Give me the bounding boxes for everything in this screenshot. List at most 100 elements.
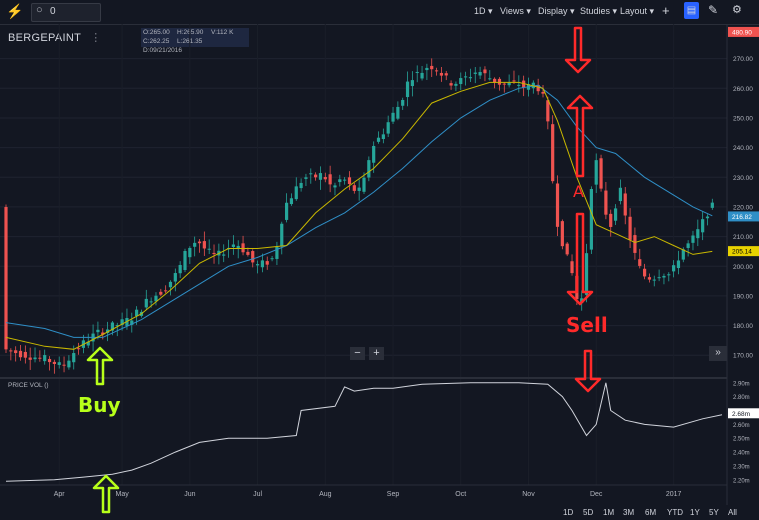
add-icon[interactable]: + <box>662 3 670 18</box>
search-input[interactable]: 0 <box>50 6 56 17</box>
range-button-6m[interactable]: 6M <box>645 508 657 517</box>
candle-body <box>62 364 66 366</box>
candle-body <box>255 264 260 266</box>
candle-body <box>507 82 511 86</box>
range-button-all[interactable]: All <box>728 508 737 517</box>
candle-body <box>318 173 323 180</box>
crosshair-icon[interactable]: ▤ <box>684 2 699 19</box>
candle-body <box>323 177 327 180</box>
candle-body <box>701 219 705 233</box>
interval-menu[interactable]: 1D ▾ <box>474 6 493 16</box>
candle-body <box>362 177 366 192</box>
candle-body <box>652 279 656 281</box>
candle-body <box>667 274 671 276</box>
candle-body <box>381 134 385 140</box>
time-tick-label: May <box>115 491 129 498</box>
candle-body <box>110 322 115 331</box>
views-menu[interactable]: Views ▾ <box>500 6 531 16</box>
candle-body <box>299 182 303 189</box>
candle-body <box>662 275 666 278</box>
candle-body <box>67 360 71 368</box>
volume-tick-label: 2.50m <box>733 437 750 443</box>
settings-icon[interactable]: ⚙ <box>732 4 742 16</box>
studies-menu[interactable]: Studies ▾ <box>580 6 618 16</box>
candle-body <box>154 295 158 302</box>
candle-body <box>493 78 497 83</box>
symbol-search[interactable]: ○ 0 <box>31 3 101 22</box>
range-button-5d[interactable]: 5D <box>583 508 594 517</box>
chart-symbol[interactable]: BERGEPAINT ⋮ <box>8 32 102 44</box>
candle-body <box>396 106 400 119</box>
volume-tick-label: 2.30m <box>733 464 750 470</box>
candle-body <box>343 179 347 181</box>
candle-body <box>584 253 589 295</box>
candle-body <box>76 348 81 350</box>
zoom-out-button[interactable]: − <box>350 347 365 360</box>
volume-tick-label: 2.20m <box>733 478 750 484</box>
pencil-icon[interactable]: ✎ <box>708 3 719 17</box>
candle-body <box>57 362 61 365</box>
candle-body <box>164 290 168 292</box>
display-menu[interactable]: Display ▾ <box>538 6 575 16</box>
sma-slow-line <box>5 84 713 338</box>
range-button-ytd[interactable]: YTD <box>667 508 683 517</box>
search-icon: ○ <box>36 4 43 16</box>
candle-body <box>207 248 211 250</box>
time-tick-label: 2017 <box>666 491 682 498</box>
candle-body <box>18 350 23 358</box>
price-tick-label: 240.00 <box>733 145 753 152</box>
candle-body <box>33 357 37 360</box>
candle-body <box>565 243 569 255</box>
scroll-to-realtime-button[interactable]: » <box>709 346 727 361</box>
volume-tick-label: 2.40m <box>733 451 750 457</box>
time-tick-label: Sep <box>387 491 400 498</box>
time-tick-label: Apr <box>54 491 66 498</box>
candle-body <box>391 112 395 122</box>
candle-body <box>275 246 279 259</box>
candle-body <box>425 67 429 71</box>
candle-body <box>623 193 627 216</box>
price-tick-label: 200.00 <box>733 264 753 271</box>
candle-body <box>502 83 506 85</box>
sell-arrow-top <box>564 26 592 74</box>
candle-body <box>14 350 18 354</box>
range-button-1d[interactable]: 1D <box>563 508 574 517</box>
candle-body <box>222 254 226 256</box>
candle-body <box>197 241 202 244</box>
candle-body <box>23 351 27 358</box>
layout-menu[interactable]: Layout ▾ <box>620 6 655 16</box>
price-tick-label: 230.00 <box>733 175 753 182</box>
range-button-3m[interactable]: 3M <box>623 508 635 517</box>
candle-body <box>560 221 564 247</box>
candle-body <box>236 245 240 248</box>
candle-body <box>599 158 603 189</box>
sell-arrow-volume <box>574 349 602 393</box>
sma-fast-line <box>5 81 713 350</box>
candle-body <box>372 145 376 163</box>
volume-line <box>5 382 723 482</box>
candle-body <box>284 202 289 220</box>
candle-body <box>251 251 255 263</box>
candle-body <box>618 187 623 202</box>
candle-body <box>555 183 560 227</box>
volume-tick-label: 2.80m <box>733 395 750 401</box>
range-button-5y[interactable]: 5Y <box>709 508 719 517</box>
candle-body <box>347 177 352 185</box>
logo-icon[interactable]: ⚡ <box>6 3 24 19</box>
candle-body <box>604 190 608 215</box>
range-button-1y[interactable]: 1Y <box>690 508 700 517</box>
buy-arrow-up <box>86 346 114 386</box>
range-button-1m[interactable]: 1M <box>603 508 615 517</box>
candle-body <box>173 273 177 282</box>
candle-body <box>367 160 371 178</box>
volume-indicator-name[interactable]: PRICE VOL () <box>8 382 49 389</box>
candle-body <box>536 84 540 92</box>
zoom-in-button[interactable]: + <box>369 347 384 360</box>
candle-body <box>478 72 482 76</box>
candle-body <box>710 202 714 208</box>
candle-body <box>212 252 216 255</box>
candle-body <box>633 235 637 253</box>
candle-body <box>459 78 463 85</box>
candle-body <box>691 235 695 243</box>
